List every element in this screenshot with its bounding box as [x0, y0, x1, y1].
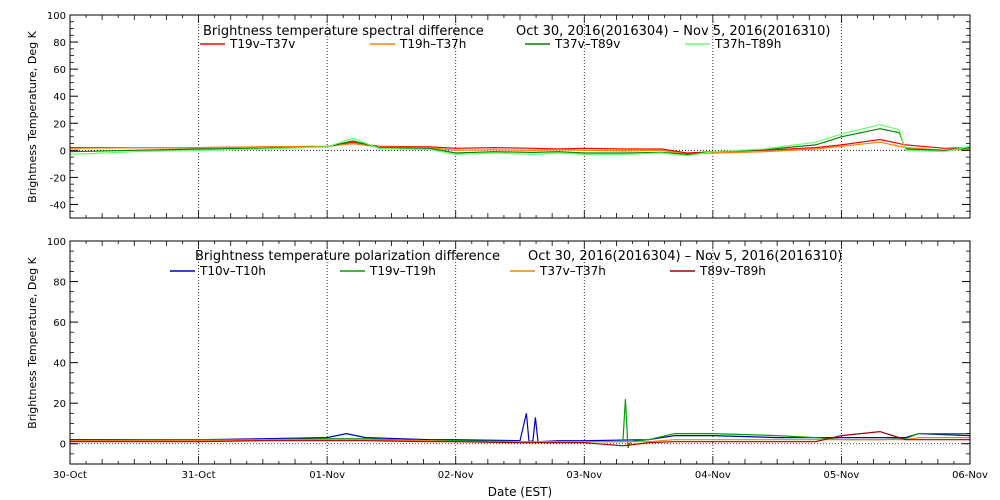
panel-period: Oct 30, 2016(2016304) – Nov 5, 2016(2016…: [516, 24, 830, 39]
series-line: [69, 141, 971, 156]
panel-title: Brightness temperature spectral differen…: [203, 24, 484, 39]
legend-label: T37v–T89v: [554, 37, 620, 51]
y-tick-label: 80: [53, 278, 66, 289]
y-tick-label: 0: [60, 440, 66, 451]
legend-label: T89v–T89h: [699, 264, 766, 278]
y-tick-label: 60: [53, 65, 66, 76]
series-line: [70, 138, 971, 154]
spectral-difference-panel: Brightness temperature spectral differen…: [26, 11, 971, 219]
y-tick-label: 40: [53, 92, 66, 103]
plot-frame: [69, 14, 971, 219]
legend-label: T10v–T10h: [199, 264, 266, 278]
legend-label: T19v–T19h: [369, 264, 436, 278]
x-tick-label: 01-Nov: [309, 470, 345, 481]
series-line: [70, 437, 970, 443]
polarization-difference-panel: Brightness temperature polarization diff…: [26, 237, 988, 499]
panel-period: Oct 30, 2016(2016304) – Nov 5, 2016(2016…: [528, 249, 842, 264]
y-tick-label: -20: [50, 173, 66, 184]
x-tick-label: 02-Nov: [438, 470, 474, 481]
x-tick-label: 04-Nov: [695, 470, 731, 481]
y-axis-label: Brightness Temperature, Deg K: [26, 30, 39, 202]
legend-label: T37v–T37h: [539, 264, 606, 278]
legend-label: T19v–T37v: [229, 37, 295, 51]
x-axis-label: Date (EST): [488, 485, 552, 499]
y-tick-label: 40: [53, 359, 66, 370]
y-tick-label: -40: [50, 200, 66, 211]
y-tick-label: 60: [53, 318, 66, 329]
series-line: [69, 123, 971, 157]
x-tick-label: 30-Oct: [53, 470, 87, 481]
legend-label: T19h–T37h: [399, 37, 466, 51]
y-tick-label: 20: [53, 119, 66, 130]
y-tick-label: 20: [53, 399, 66, 410]
series-line: [70, 430, 970, 447]
y-tick-label: 100: [47, 11, 66, 22]
y-tick-label: 0: [60, 146, 66, 157]
x-tick-label: 05-Nov: [823, 470, 859, 481]
series-line: [70, 413, 971, 443]
x-tick-label: 06-Nov: [952, 470, 988, 481]
y-tick-label: 80: [53, 38, 66, 49]
panel-title: Brightness temperature polarization diff…: [195, 249, 500, 264]
x-tick-label: 31-Oct: [182, 470, 216, 481]
x-tick-label: 03-Nov: [566, 470, 602, 481]
y-tick-label: 100: [47, 237, 66, 248]
y-axis-label: Brightness Temperature, Deg K: [26, 256, 39, 428]
legend-label: T37h–T89h: [714, 37, 781, 51]
